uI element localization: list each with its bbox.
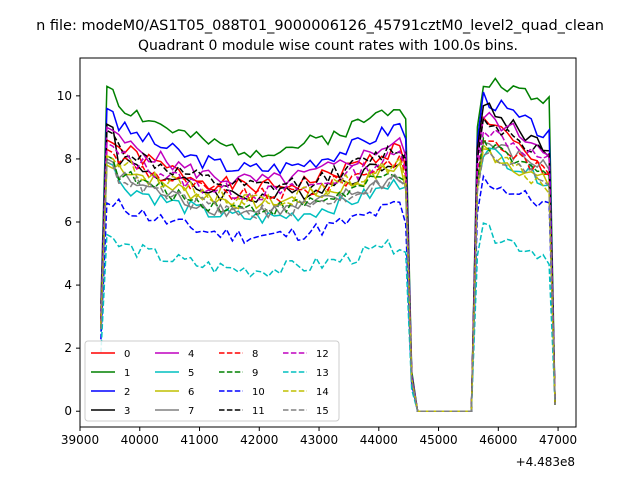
legend-label-12: 12	[316, 349, 329, 360]
legend-label-6: 6	[188, 387, 194, 398]
legend-label-3: 3	[124, 406, 130, 417]
x-tick-label: 41000	[180, 433, 218, 447]
x-offset-label: +4.483e8	[516, 455, 575, 469]
legend-label-0: 0	[124, 349, 130, 360]
series-line-1	[100, 77, 556, 412]
legend-label-15: 15	[316, 406, 329, 417]
x-tick-label: 40000	[121, 433, 159, 447]
y-tick-label: 10	[57, 89, 72, 103]
series-layer	[100, 77, 556, 412]
x-tick-label: 43000	[300, 433, 338, 447]
x-axis: 39000 40000 41000 42000 43000 44000 45000 46000…	[61, 427, 577, 447]
legend-label-4: 4	[188, 349, 194, 360]
y-tick-label: 0	[64, 404, 72, 418]
x-tick-label: 46000	[479, 433, 517, 447]
legend-label-11: 11	[252, 406, 265, 417]
y-tick-label: 4	[64, 278, 72, 292]
legend-label-1: 1	[124, 368, 130, 379]
series-line-13	[100, 222, 556, 412]
plot-frame	[79, 57, 577, 428]
y-axis: 0 2 4 6 8 10	[57, 89, 80, 418]
series-line-2	[100, 91, 556, 412]
x-tick-label: 45000	[419, 433, 457, 447]
x-tick-label: 47000	[539, 433, 577, 447]
chart-title: Quadrant 0 module wise count rates with …	[138, 38, 518, 54]
legend-label-2: 2	[124, 387, 130, 398]
x-tick-label: 39000	[61, 433, 99, 447]
series-line-15	[100, 151, 556, 412]
y-tick-label: 8	[64, 152, 72, 166]
series-line-10	[100, 174, 556, 412]
legend-box	[84, 340, 340, 422]
legend-label-13: 13	[316, 368, 329, 379]
x-tick-label: 44000	[360, 433, 398, 447]
x-tick-label: 42000	[240, 433, 278, 447]
series-line-11	[100, 116, 556, 412]
legend-label-8: 8	[252, 349, 258, 360]
y-tick-label: 6	[64, 215, 72, 229]
y-tick-label: 2	[64, 341, 72, 355]
legend-label-9: 9	[252, 368, 258, 379]
series-line-12	[100, 128, 556, 412]
legend-label-10: 10	[252, 387, 265, 398]
legend-label-7: 7	[188, 406, 194, 417]
legend-label-5: 5	[188, 368, 194, 379]
legend-label-14: 14	[316, 387, 329, 398]
figure-suptitle: n file: modeM0/AS1T05_088T01_9000006126_…	[36, 18, 604, 34]
